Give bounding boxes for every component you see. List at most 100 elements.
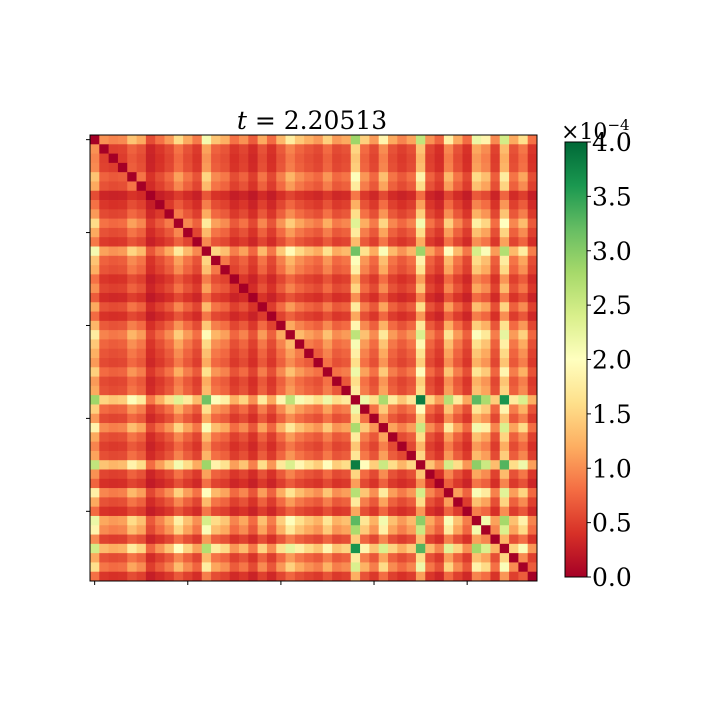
heatmap-cell	[145, 135, 156, 145]
heatmap-cell	[248, 478, 258, 489]
heatmap-cell	[183, 330, 193, 340]
heatmap-cell	[266, 320, 277, 331]
heatmap-cell	[173, 367, 184, 377]
heatmap-cell	[509, 395, 519, 405]
heatmap-cell	[462, 302, 473, 312]
heatmap-cell	[332, 237, 342, 247]
heatmap-cell	[276, 339, 286, 350]
heatmap-cell	[443, 553, 454, 563]
heatmap-cell	[378, 292, 389, 303]
heatmap-cell	[490, 488, 501, 498]
heatmap-cell	[155, 543, 165, 554]
heatmap-cell	[304, 525, 314, 535]
heatmap-cell	[341, 209, 352, 219]
heatmap-cell	[527, 376, 538, 387]
heatmap-cell	[415, 200, 426, 210]
heatmap-cell	[211, 153, 221, 164]
heatmap-cell	[285, 181, 296, 192]
heatmap-cell	[360, 413, 370, 424]
heatmap-cell	[127, 358, 137, 368]
heatmap-cell	[220, 330, 231, 340]
heatmap-cell	[211, 432, 221, 442]
heatmap-cell	[192, 227, 203, 238]
heatmap-cell	[164, 562, 175, 573]
heatmap-cell	[145, 200, 156, 210]
heatmap-cell	[462, 330, 473, 340]
heatmap-cell	[90, 265, 100, 275]
heatmap-cell	[453, 292, 463, 303]
heatmap-cell	[276, 246, 286, 257]
heatmap-cell	[127, 423, 137, 433]
heatmap-cell	[481, 302, 491, 312]
heatmap-cell	[155, 423, 165, 433]
heatmap-cell	[322, 320, 333, 331]
heatmap-cell	[313, 265, 324, 275]
heatmap-cell	[192, 460, 203, 470]
heatmap-cell	[397, 162, 407, 173]
heatmap-cell	[127, 330, 137, 340]
heatmap-cell	[117, 218, 128, 229]
heatmap-cell	[453, 385, 463, 396]
heatmap-cell	[462, 469, 473, 480]
heatmap-cell	[99, 348, 109, 359]
heatmap-cell	[462, 534, 473, 545]
heatmap-cell	[108, 339, 119, 350]
heatmap-cell	[304, 311, 314, 322]
heatmap-cell	[518, 200, 529, 210]
heatmap-cell	[313, 255, 324, 266]
heatmap-cell	[276, 358, 286, 368]
heatmap-cell	[276, 385, 286, 396]
heatmap-cell	[229, 246, 240, 257]
heatmap-cell	[276, 144, 286, 154]
heatmap-cell	[285, 413, 296, 424]
heatmap-cell	[136, 367, 147, 377]
heatmap-cell	[201, 506, 212, 517]
heatmap-cell	[341, 506, 352, 517]
heatmap-cell	[518, 162, 529, 173]
heatmap-cell	[304, 330, 314, 340]
heatmap-cell	[127, 190, 137, 201]
heatmap-cell	[313, 320, 324, 331]
heatmap-cell	[304, 385, 314, 396]
heatmap-cell	[490, 339, 501, 350]
heatmap-cell	[518, 432, 529, 442]
heatmap-cell	[155, 162, 165, 173]
heatmap-cell	[378, 274, 389, 285]
heatmap-cell	[481, 450, 491, 461]
heatmap-cell	[136, 283, 147, 294]
heatmap-cell	[462, 135, 473, 145]
heatmap-cell	[388, 265, 398, 275]
heatmap-cell	[397, 376, 407, 387]
heatmap-cell	[304, 181, 314, 192]
heatmap-cell	[490, 543, 501, 554]
heatmap-cell	[164, 292, 175, 303]
heatmap-cell	[108, 348, 119, 359]
heatmap-cell	[183, 255, 193, 266]
heatmap-cell	[183, 376, 193, 387]
heatmap-cell	[173, 348, 184, 359]
heatmap-cell	[136, 311, 147, 322]
heatmap-cell	[145, 255, 156, 266]
heatmap-cell	[518, 525, 529, 535]
heatmap-cell	[294, 162, 305, 173]
heatmap-cell	[136, 395, 147, 405]
heatmap-cell	[266, 255, 277, 266]
heatmap-cell	[117, 385, 128, 396]
heatmap-cell	[285, 571, 296, 582]
heatmap-cell	[406, 413, 417, 424]
heatmap-cell	[155, 460, 165, 470]
heatmap-cell	[201, 488, 212, 498]
heatmap-cell	[471, 283, 482, 294]
heatmap-cell	[192, 450, 203, 461]
heatmap-cell	[341, 469, 352, 480]
heatmap-cell	[425, 330, 435, 340]
heatmap-cell	[201, 376, 212, 387]
heatmap-cell	[332, 227, 342, 238]
heatmap-cell	[183, 209, 193, 219]
heatmap-cell	[220, 534, 231, 545]
heatmap-cell	[99, 488, 109, 498]
heatmap-cell	[248, 432, 258, 442]
colorbar-tick-label: 3.0	[592, 237, 632, 266]
heatmap-cell	[322, 135, 333, 145]
heatmap-cell	[266, 478, 277, 489]
